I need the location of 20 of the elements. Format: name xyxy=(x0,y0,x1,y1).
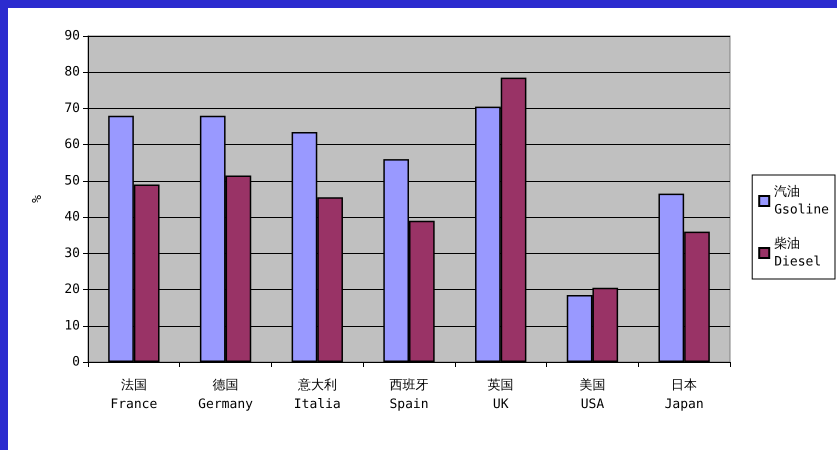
y-tick-label: 80 xyxy=(64,64,80,80)
y-tick-label: 50 xyxy=(64,173,80,188)
y-tick-label: 0 xyxy=(72,354,80,370)
y-tick-label: 40 xyxy=(64,210,80,225)
y-axis-title: % xyxy=(30,194,45,203)
x-tick-label: 法国 France xyxy=(110,378,158,412)
y-tick-label: 30 xyxy=(64,246,80,261)
x-tick-label: 德国 Germany xyxy=(198,378,254,412)
y-tick-label: 10 xyxy=(64,318,80,334)
x-tick-label: 西班牙 Spain xyxy=(389,378,429,412)
legend-label: 汽油 Gsoline xyxy=(774,184,830,218)
x-tick-label: 美国 USA xyxy=(579,377,606,412)
y-tick-label: 60 xyxy=(64,137,80,152)
y-tick-label: 70 xyxy=(64,100,80,116)
x-tick-label: 意大利 Italia xyxy=(294,378,341,412)
x-tick-label: 日本 Japan xyxy=(664,378,704,412)
y-tick-label: 90 xyxy=(64,28,80,44)
x-tick-label: 英国 UK xyxy=(488,378,514,412)
y-tick-label: 20 xyxy=(64,282,80,298)
legend-label: 柴油 Diesel xyxy=(774,236,822,270)
